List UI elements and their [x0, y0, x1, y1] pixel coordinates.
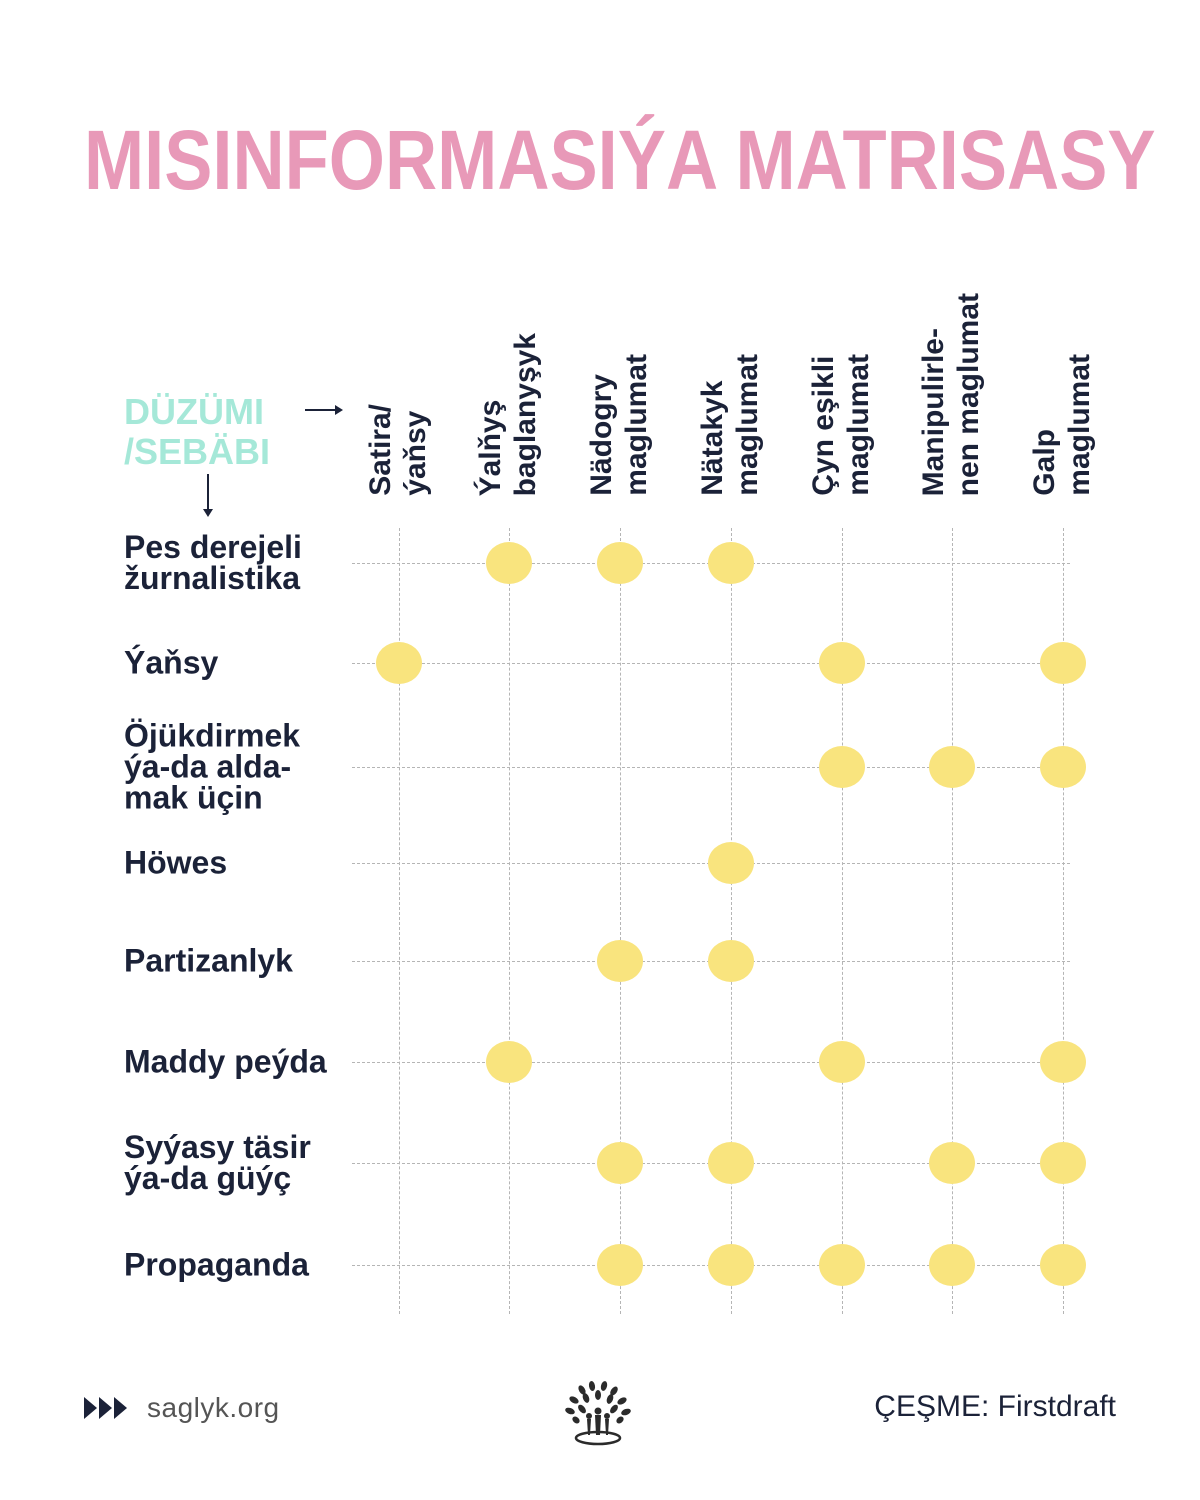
matrix-dot: [1040, 1142, 1086, 1184]
matrix-dot: [597, 1244, 643, 1286]
matrix-dot: [597, 940, 643, 982]
column-header: Galp maglumat: [1028, 354, 1096, 496]
column-header: Nädogry maglumat: [585, 354, 653, 496]
page-title: MISINFORMASIÝA MATRISASY: [84, 113, 1156, 207]
matrix-dot: [819, 1244, 865, 1286]
matrix-dot: [929, 1142, 975, 1184]
tree-people-icon: [562, 1378, 634, 1455]
site-link[interactable]: saglyk.org: [147, 1392, 280, 1423]
row-label: Maddy peýda: [124, 1043, 327, 1080]
matrix-dot: [597, 542, 643, 584]
matrix-dot: [486, 542, 532, 584]
matrix-dot: [1040, 746, 1086, 788]
matrix-dot: [1040, 1244, 1086, 1286]
matrix-dot: [929, 1244, 975, 1286]
arrow-right-icon: [305, 406, 343, 414]
column-gridline: [731, 528, 732, 1314]
column-header: Satira/ ýaňsy: [364, 404, 432, 496]
row-label: Partizanlyk: [124, 942, 293, 979]
column-header: Çyn eşikli maglumat: [807, 354, 875, 496]
axis-label: DÜZÜMI /SEBÄBI: [124, 391, 271, 472]
row-gridline: [352, 1062, 1070, 1063]
column-gridline: [509, 528, 510, 1314]
source-credit: ÇEŞME: Firstdraft: [874, 1390, 1116, 1423]
matrix-dot: [708, 542, 754, 584]
row-label: Pes derejeli žurnalistika: [124, 529, 302, 596]
column-gridline: [1063, 528, 1064, 1314]
matrix-dot: [597, 1142, 643, 1184]
column-gridline: [842, 528, 843, 1314]
row-label: Ýaňsy: [124, 644, 219, 681]
column-header: Ýalňyş baglanyşyk: [474, 332, 542, 496]
matrix-dot: [819, 642, 865, 684]
matrix-dot: [708, 842, 754, 884]
matrix-dot: [708, 1142, 754, 1184]
arrow-down-icon: [203, 474, 212, 517]
matrix-dot: [819, 1041, 865, 1083]
row-gridline: [352, 663, 1070, 664]
row-gridline: [352, 767, 1070, 768]
matrix-dot: [929, 746, 975, 788]
row-label: Syýasy täsir ýa-da güýç: [124, 1129, 311, 1196]
column-header: Manipulirle- nen maglumat: [917, 292, 985, 496]
row-label: Propaganda: [124, 1246, 309, 1283]
matrix-dot: [708, 940, 754, 982]
column-header: Nätakyk maglumat: [696, 354, 764, 496]
matrix-dot: [376, 642, 422, 684]
matrix-dot: [819, 746, 865, 788]
column-gridline: [952, 528, 953, 1314]
matrix-dot: [1040, 1041, 1086, 1083]
matrix-dot: [1040, 642, 1086, 684]
matrix-dot: [486, 1041, 532, 1083]
footer-site: saglyk.org: [84, 1392, 280, 1424]
triple-arrow-icon: [84, 1397, 129, 1419]
column-gridline: [399, 528, 400, 1314]
row-label: Öjükdirmek ýa-da alda- mak üçin: [124, 717, 301, 816]
column-gridline: [620, 528, 621, 1314]
row-label: Höwes: [124, 844, 228, 881]
matrix-dot: [708, 1244, 754, 1286]
